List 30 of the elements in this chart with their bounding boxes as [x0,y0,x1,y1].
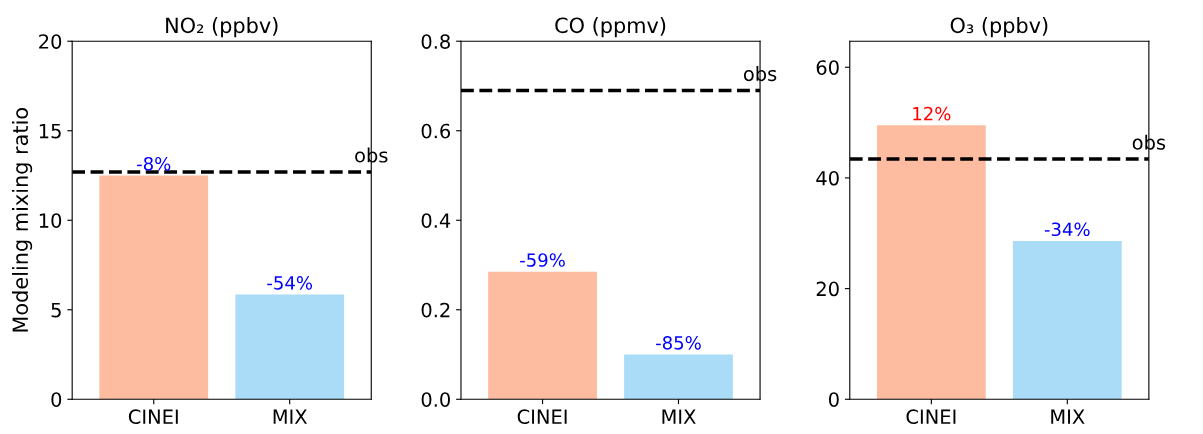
chart-title: NO₂ (ppbv) [166,17,278,38]
x-tick-label: CINEI [128,409,178,425]
y-tick-label: 0 [51,392,62,407]
x-tick-label: CINEI [517,409,567,425]
y-tick-label: 0 [828,392,839,407]
annotation: -34% [1044,222,1090,237]
chart-title: CO (ppmv) [555,17,666,38]
annotation: -54% [267,276,313,290]
chart-title: O₃ (ppbv) [950,17,1048,38]
y-tick-label: 20 [39,34,62,49]
y-tick-label: 0.4 [421,213,451,228]
x-tick-label: MIX [662,409,696,424]
y-tick-label: 0.2 [421,302,450,318]
y-tick-label: 20 [816,281,839,297]
y-tick-label: 0.8 [421,34,450,49]
x-tick-label: MIX [1051,409,1085,424]
y-tick-label: 60 [816,60,839,75]
x-tick-label: MIX [273,409,307,424]
annotation: -8% [137,156,171,171]
y-tick-label: 5 [51,302,61,318]
y-axis-title: Modeling mixing ratio [12,108,33,332]
y-tick-label: 0.0 [421,392,450,407]
y-tick-label: 0.6 [421,123,451,139]
y-tick-label: 40 [816,170,839,186]
y-tick-label: 10 [39,213,62,228]
annotation: -85% [656,335,701,350]
x-tick-label: CINEI [906,409,956,425]
y-tick-label: 15 [39,123,61,139]
annotation: -59% [520,253,565,267]
annotation: 12% [913,106,951,121]
